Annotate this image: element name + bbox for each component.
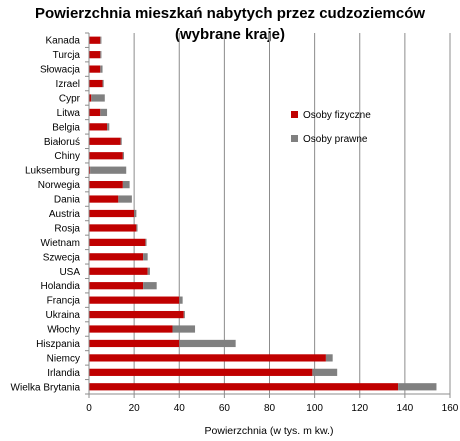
chart-subtitle: (wybrane kraje) xyxy=(174,26,286,43)
bar-segment-osoby-fizyczne xyxy=(89,383,399,391)
category-label: Szwecja xyxy=(43,252,81,263)
legend-swatch xyxy=(291,111,298,118)
bar-segment-osoby-prawne xyxy=(179,339,236,348)
category-label: Białoruś xyxy=(44,137,80,148)
legend-label: Osoby fizyczne xyxy=(303,110,371,121)
bar-segment-osoby-fizyczne xyxy=(89,36,101,44)
bar-segment-osoby-prawne xyxy=(172,325,196,333)
legend: Osoby fizyczne Osoby prawne xyxy=(291,110,371,145)
category-label: Kanada xyxy=(46,36,81,47)
chart-title: Powierzchnia mieszkań nabytych przez cud… xyxy=(34,5,426,22)
bar-segment-osoby-fizyczne xyxy=(89,238,146,246)
bar-segment-osoby-prawne xyxy=(122,152,124,160)
bar-segment-osoby-fizyczne xyxy=(89,368,313,376)
bar-segment-osoby-prawne xyxy=(100,51,102,59)
category-label: Cypr xyxy=(59,93,81,104)
bar-segment-osoby-fizyczne xyxy=(89,137,121,145)
bar-segment-osoby-prawne xyxy=(143,253,148,261)
bar-segment-osoby-prawne xyxy=(325,354,333,362)
bar-segment-osoby-prawne xyxy=(143,282,157,290)
bar-segment-osoby-prawne xyxy=(398,383,437,391)
category-label: Chiny xyxy=(54,151,80,162)
y-category-labels: Kanada Turcja Słowacja Izrael Cypr Litwa Belgi… xyxy=(11,36,81,394)
category-label: Irlandia xyxy=(47,368,80,379)
category-label: Niemcy xyxy=(47,353,80,364)
category-label: Litwa xyxy=(57,108,81,119)
category-label: Ukraina xyxy=(46,310,81,321)
x-tick-label: 160 xyxy=(442,403,459,414)
axes xyxy=(85,32,451,398)
x-tick-label: 0 xyxy=(86,403,92,414)
legend-swatch xyxy=(291,135,298,142)
bar-segment-osoby-prawne xyxy=(100,108,108,117)
bar-segment-osoby-prawne xyxy=(183,310,185,319)
x-tick-label: 100 xyxy=(306,403,323,414)
bar-segment-osoby-prawne xyxy=(179,296,183,304)
category-label: Luksemburg xyxy=(25,166,80,177)
bar-segment-osoby-prawne xyxy=(136,224,138,232)
bar-segment-osoby-fizyczne xyxy=(89,310,184,319)
gridlines xyxy=(133,33,451,394)
bar-segment-osoby-prawne xyxy=(118,195,132,203)
bar-segment-osoby-fizyczne xyxy=(89,296,180,304)
legend-label: Osoby prawne xyxy=(303,134,368,145)
bars xyxy=(89,36,437,391)
x-tick-label: 120 xyxy=(351,403,368,414)
x-axis-title: Powierzchnia (w tys. m kw.) xyxy=(205,425,334,437)
category-label: Dania xyxy=(54,195,81,206)
bar-segment-osoby-fizyczne xyxy=(89,65,101,73)
bar-segment-osoby-fizyczne xyxy=(89,282,144,290)
category-label: Norwegia xyxy=(38,180,81,191)
bar-segment-osoby-prawne xyxy=(91,94,105,102)
bar-segment-osoby-fizyczne xyxy=(89,181,123,189)
category-label: Belgia xyxy=(52,122,80,133)
bar-segment-osoby-fizyczne xyxy=(89,94,92,102)
bar-segment-osoby-prawne xyxy=(122,181,130,189)
x-tick-label: 20 xyxy=(129,403,141,414)
bar-segment-osoby-prawne xyxy=(100,65,103,73)
bar-segment-osoby-fizyczne xyxy=(89,267,148,275)
bar-segment-osoby-fizyczne xyxy=(89,224,137,232)
bar-segment-osoby-prawne xyxy=(312,368,338,376)
x-tick-label: 140 xyxy=(397,403,414,414)
bar-segment-osoby-fizyczne xyxy=(89,123,108,131)
category-label: Francja xyxy=(47,296,81,307)
category-label: Hiszpania xyxy=(36,339,80,350)
x-tick-label: 40 xyxy=(174,403,186,414)
bar-segment-osoby-prawne xyxy=(100,36,102,44)
category-label: USA xyxy=(59,267,80,278)
bar-segment-osoby-prawne xyxy=(90,166,127,174)
category-label: Austria xyxy=(49,209,81,220)
category-label: Izrael xyxy=(56,79,80,90)
bar-segment-osoby-prawne xyxy=(147,267,150,275)
category-label: Włochy xyxy=(47,325,80,336)
x-tick-labels: 0 20 40 60 80 100 120 140 160 xyxy=(86,403,459,414)
x-tick-label: 60 xyxy=(219,403,231,414)
bar-segment-osoby-prawne xyxy=(134,209,137,218)
category-label: Słowacja xyxy=(40,65,80,76)
bar-segment-osoby-fizyczne xyxy=(89,339,180,348)
bar-segment-osoby-fizyczne xyxy=(89,253,144,261)
x-tick-label: 80 xyxy=(264,403,276,414)
category-label: Wietnam xyxy=(41,238,80,249)
category-label: Wielka Brytania xyxy=(11,382,81,393)
bar-segment-osoby-fizyczne xyxy=(89,79,103,88)
bar-segment-osoby-fizyczne xyxy=(89,325,173,333)
bar-segment-osoby-fizyczne xyxy=(89,166,91,174)
bar-segment-osoby-prawne xyxy=(120,137,122,145)
bar-segment-osoby-fizyczne xyxy=(89,209,135,218)
bar-segment-osoby-fizyczne xyxy=(89,195,119,203)
bar-segment-osoby-prawne xyxy=(102,79,104,88)
category-label: Rosja xyxy=(54,223,80,234)
category-label: Turcja xyxy=(53,50,81,61)
bar-segment-osoby-fizyczne xyxy=(89,51,101,59)
bar-segment-osoby-fizyczne xyxy=(89,354,326,362)
bar-segment-osoby-prawne xyxy=(107,123,110,131)
bar-segment-osoby-fizyczne xyxy=(89,108,101,117)
bar-segment-osoby-fizyczne xyxy=(89,152,123,160)
bar-segment-osoby-prawne xyxy=(145,238,147,246)
category-label: Holandia xyxy=(41,281,81,292)
